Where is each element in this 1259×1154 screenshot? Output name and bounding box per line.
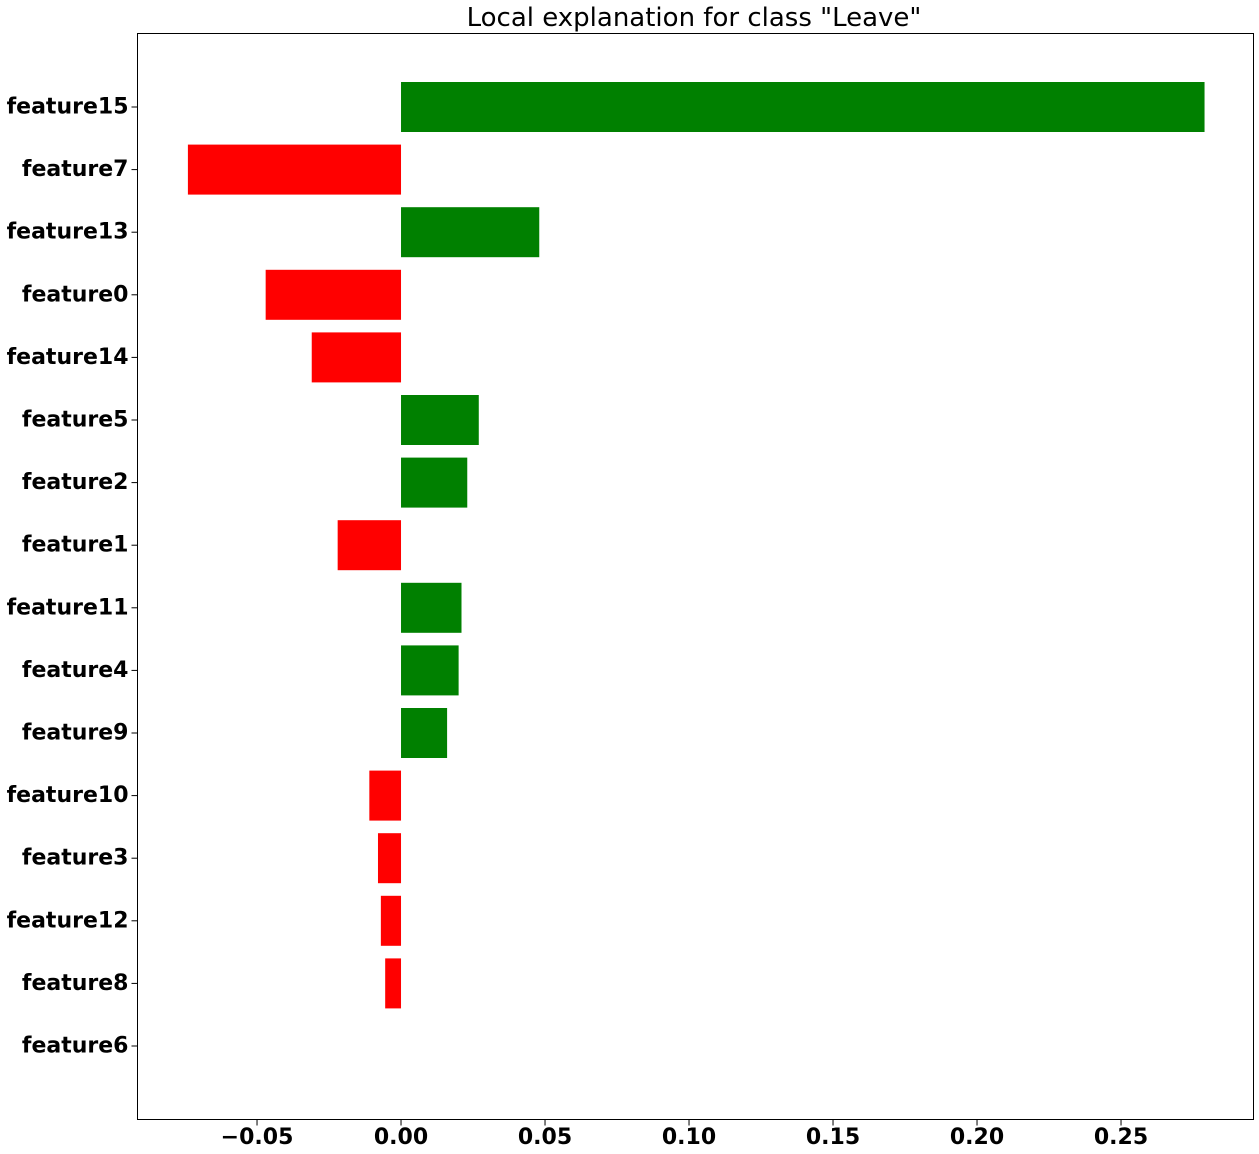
x-tick-label: −0.05 bbox=[221, 1125, 294, 1150]
bar-feature0 bbox=[265, 269, 402, 320]
y-tick-label: feature2 bbox=[22, 470, 129, 495]
y-tick-label: feature7 bbox=[22, 157, 129, 182]
bar-feature10 bbox=[369, 770, 402, 821]
y-tick-label: feature13 bbox=[7, 220, 129, 245]
bar-feature12 bbox=[380, 895, 402, 946]
x-tick-label: 0.10 bbox=[662, 1125, 716, 1150]
plot-frame bbox=[137, 33, 1254, 1120]
y-tick-label: feature1 bbox=[22, 533, 129, 558]
bar-feature4 bbox=[401, 645, 459, 696]
y-tick-label: feature5 bbox=[22, 408, 129, 433]
bar-feature14 bbox=[311, 332, 402, 383]
x-axis: −0.05 0.00 0.05 0.10 0.15 0.20 0.25 bbox=[221, 1119, 1148, 1150]
x-tick-label: 0.25 bbox=[1094, 1125, 1148, 1150]
x-tick-label: 0.00 bbox=[374, 1125, 428, 1150]
y-tick-label: feature3 bbox=[22, 846, 129, 871]
bar-feature3 bbox=[377, 833, 402, 884]
bar-feature1 bbox=[337, 520, 402, 571]
x-tick-label: 0.05 bbox=[518, 1125, 572, 1150]
bar-feature8 bbox=[385, 958, 402, 1009]
bar-feature9 bbox=[401, 708, 448, 758]
y-tick-label: feature10 bbox=[7, 783, 129, 808]
bar-feature5 bbox=[401, 395, 479, 445]
y-tick-label: feature9 bbox=[22, 721, 129, 746]
bar-feature11 bbox=[401, 582, 462, 633]
bar-feature2 bbox=[401, 457, 468, 508]
x-tick-label: 0.15 bbox=[806, 1125, 860, 1150]
y-tick-label: feature12 bbox=[7, 908, 129, 933]
x-tick-label: 0.20 bbox=[950, 1125, 1004, 1150]
bar-feature7 bbox=[187, 144, 402, 195]
chart-title: Local explanation for class "Leave" bbox=[467, 3, 922, 33]
y-tick-label: feature8 bbox=[22, 971, 129, 996]
y-tick-label: feature4 bbox=[22, 658, 129, 683]
y-tick-label: feature6 bbox=[22, 1034, 129, 1059]
y-tick-label: feature15 bbox=[7, 95, 129, 120]
y-tick-label: feature0 bbox=[22, 282, 129, 307]
y-tick-label: feature11 bbox=[7, 595, 129, 620]
bar-feature15 bbox=[401, 82, 1205, 132]
y-tick-label: feature14 bbox=[7, 345, 129, 370]
bar-feature13 bbox=[401, 207, 540, 258]
y-axis: feature15 feature7 feature13 feature0 featur… bbox=[7, 95, 138, 1059]
bars-layer bbox=[187, 82, 1205, 1009]
